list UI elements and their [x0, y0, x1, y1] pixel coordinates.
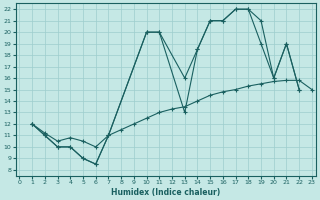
- X-axis label: Humidex (Indice chaleur): Humidex (Indice chaleur): [111, 188, 220, 197]
